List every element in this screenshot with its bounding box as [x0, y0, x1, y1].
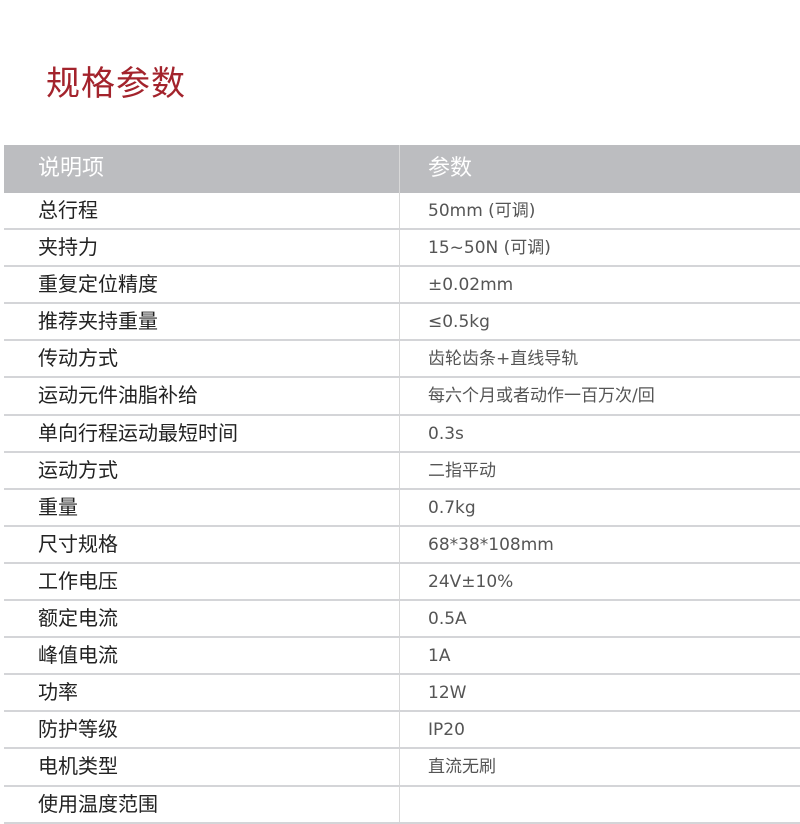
table-header: 说明项 参数 — [4, 145, 800, 193]
spec-name: 传动方式 — [4, 341, 400, 377]
spec-name: 峰值电流 — [4, 638, 400, 674]
spec-table: 说明项 参数 总行程 50mm (可调) 夹持力 15~50N (可调) 重复定位精度 ±… — [4, 145, 800, 824]
spec-name: 单向行程运动最短时间 — [4, 415, 400, 451]
table-row: 峰值电流 1A — [4, 638, 800, 676]
spec-value: 二指平动 — [428, 460, 496, 481]
spec-value: 15~50N (可调) — [428, 238, 551, 259]
spec-name: 夹持力 — [4, 230, 400, 266]
spec-name: 功率 — [4, 675, 400, 711]
table-row: 夹持力 15~50N (可调) — [4, 230, 800, 268]
spec-value: 0.5A — [428, 609, 467, 630]
spec-value: 每六个月或者动作一百万次/回 — [428, 386, 655, 407]
page-title: 规格参数 — [46, 64, 186, 104]
spec-value: 12W — [428, 683, 467, 704]
spec-value: 24V±10% — [428, 571, 514, 592]
table-row: 运动方式 二指平动 — [4, 452, 800, 490]
spec-name: 重复定位精度 — [4, 267, 400, 303]
table-row: 防护等级 IP20 — [4, 712, 800, 750]
table-row: 运动元件油脂补给 每六个月或者动作一百万次/回 — [4, 378, 800, 416]
table-row: 尺寸规格 68*38*108mm — [4, 526, 800, 564]
table-row: 传动方式 齿轮齿条+直线导轨 — [4, 341, 800, 379]
spec-value: 0.3s — [428, 423, 464, 444]
table-body: 总行程 50mm (可调) 夹持力 15~50N (可调) 重复定位精度 ±0.02mm 推… — [4, 193, 800, 824]
spec-name: 运动元件油脂补给 — [4, 378, 400, 414]
table-row: 工作电压 24V±10% — [4, 563, 800, 602]
table-row: 使用温度范围 — [4, 786, 800, 824]
spec-name: 工作电压 — [4, 563, 400, 600]
spec-value: 0.7kg — [428, 497, 476, 518]
header-param: 参数 — [428, 156, 473, 181]
spec-value: ±0.02mm — [428, 275, 514, 296]
table-row: 重量 0.7kg — [4, 489, 800, 527]
table-row: 总行程 50mm (可调) — [4, 193, 800, 231]
table-row: 推荐夹持重量 ≤0.5kg — [4, 304, 800, 342]
spec-name: 运动方式 — [4, 452, 400, 488]
spec-name: 重量 — [4, 489, 400, 525]
spec-value: 50mm (可调) — [428, 201, 536, 221]
spec-name: 额定电流 — [4, 601, 400, 637]
spec-value: 直流无刷 — [428, 757, 496, 778]
table-row: 单向行程运动最短时间 0.3s — [4, 415, 800, 453]
spec-name: 总行程 — [4, 193, 400, 229]
table-row: 重复定位精度 ±0.02mm — [4, 267, 800, 305]
table-row: 电机类型 直流无刷 — [4, 749, 800, 787]
spec-name: 推荐夹持重量 — [4, 304, 400, 340]
spec-value: 68*38*108mm — [428, 534, 554, 555]
table-row: 额定电流 0.5A — [4, 601, 800, 639]
spec-name: 防护等级 — [4, 712, 400, 748]
spec-name: 尺寸规格 — [4, 526, 400, 562]
spec-value — [400, 787, 800, 822]
spec-value: IP20 — [428, 720, 465, 741]
spec-name: 使用温度范围 — [4, 786, 400, 822]
spec-name: 电机类型 — [4, 749, 400, 785]
spec-value: ≤0.5kg — [428, 312, 490, 333]
spec-value: 1A — [428, 646, 451, 667]
table-row: 功率 12W — [4, 675, 800, 713]
header-item: 说明项 — [4, 145, 400, 193]
spec-value: 齿轮齿条+直线导轨 — [428, 349, 579, 370]
